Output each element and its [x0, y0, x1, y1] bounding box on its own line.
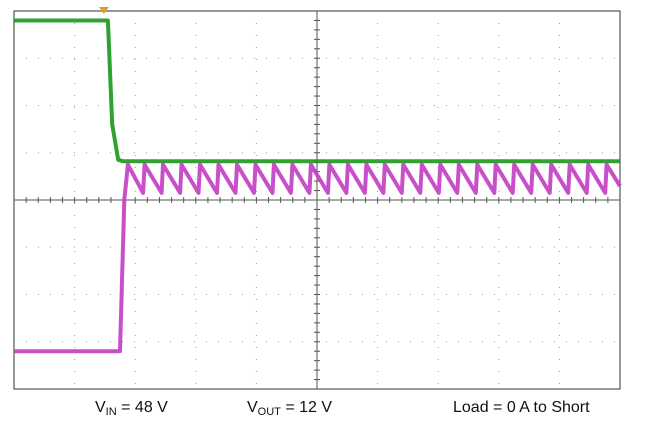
- trace-series-1: [14, 18, 620, 164]
- plot-traces: [14, 18, 622, 354]
- trace-series-2: [14, 162, 622, 354]
- caption-load: Load = 0 A to Short: [453, 399, 590, 416]
- trigger-marker: [98, 7, 109, 14]
- plot-grid: [14, 11, 620, 389]
- caption-vin: VIN = 48 V: [95, 399, 168, 418]
- caption-vout: VOUT = 12 V: [247, 399, 333, 418]
